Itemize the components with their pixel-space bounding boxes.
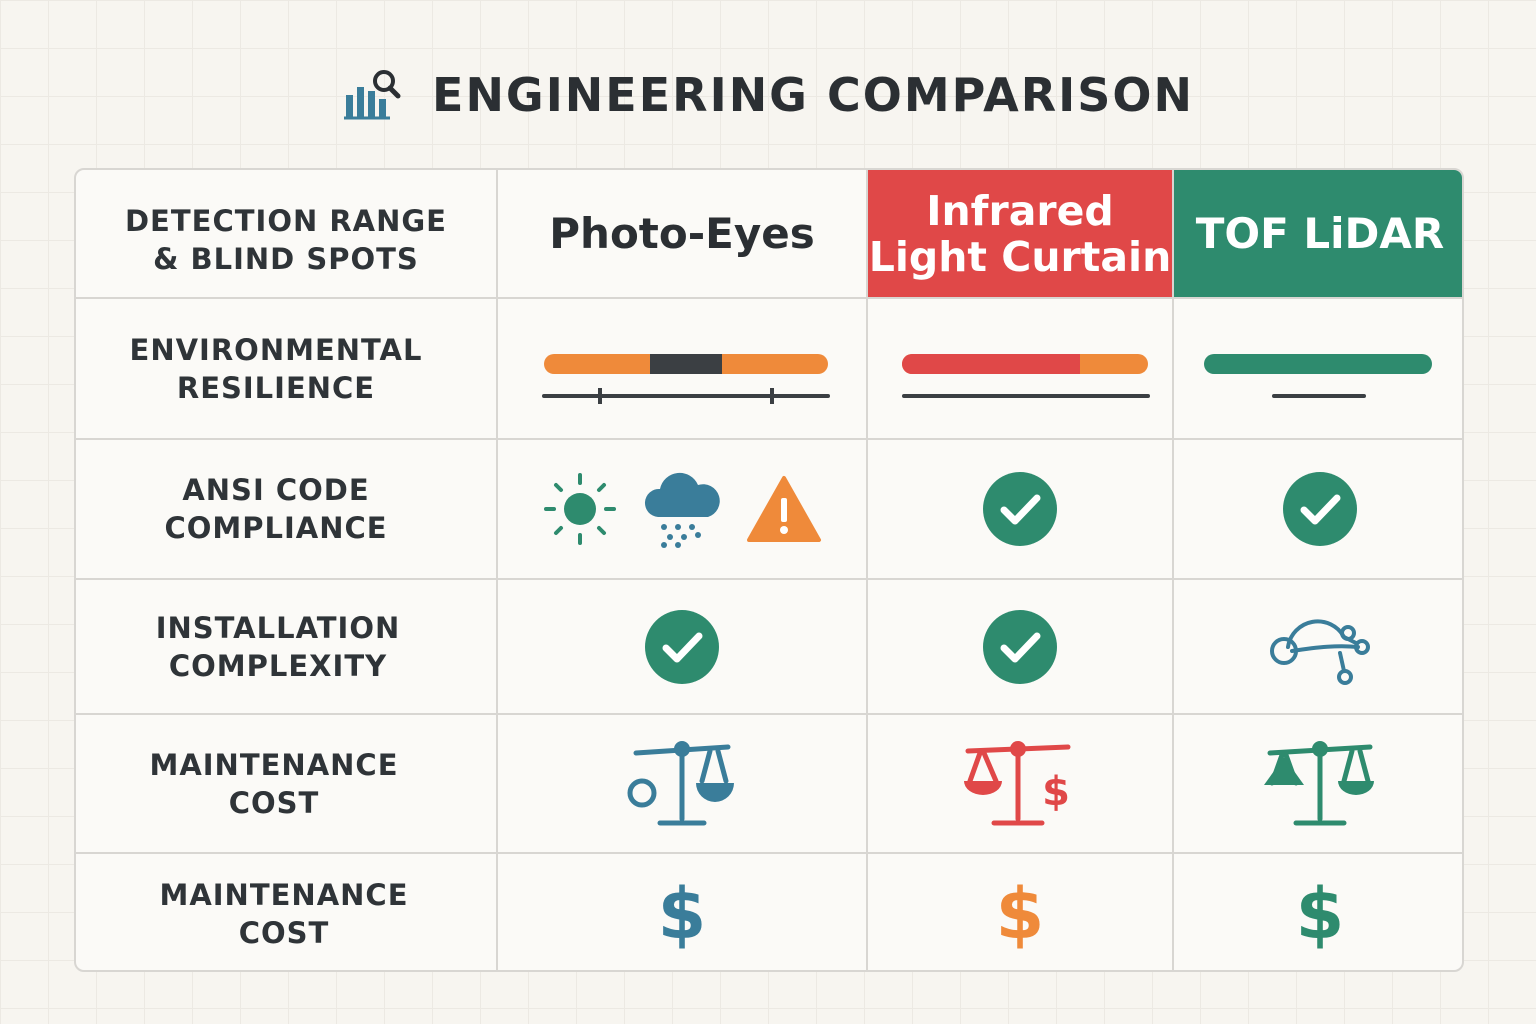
install-tof-lidar bbox=[1174, 580, 1462, 713]
row-divider bbox=[76, 713, 1462, 715]
row-divider bbox=[76, 852, 1462, 854]
sun-icon bbox=[544, 473, 616, 545]
ansi-infrared bbox=[868, 440, 1172, 578]
cost-tof-lidar: $ bbox=[1174, 854, 1462, 970]
row-divider bbox=[76, 297, 1462, 299]
check-circle-icon bbox=[983, 609, 1057, 684]
header-infrared-light-curtain: Infrared Light Curtain bbox=[868, 170, 1172, 298]
range-bar-photo-eyes bbox=[498, 299, 866, 438]
row-divider bbox=[76, 578, 1462, 580]
column-divider bbox=[1172, 170, 1174, 970]
install-photo-eyes bbox=[498, 580, 866, 713]
maintenance-photo-eyes bbox=[498, 715, 866, 852]
check-circle-icon bbox=[645, 609, 719, 684]
column-divider bbox=[866, 170, 868, 970]
ansi-photo-eyes bbox=[498, 440, 866, 578]
comparison-table: Photo-Eyes Infrared Light Curtain TOF Li… bbox=[74, 168, 1464, 972]
network-nodes-icon bbox=[1270, 618, 1370, 685]
dollar-icon: $ bbox=[995, 873, 1045, 955]
install-infrared bbox=[868, 580, 1172, 713]
rain-cloud-icon bbox=[644, 472, 720, 548]
page-title: ENGINEERING COMPARISON bbox=[432, 68, 1194, 122]
bar-chart-magnifier-icon bbox=[344, 70, 401, 120]
cost-photo-eyes: $ bbox=[498, 854, 866, 970]
column-label: Infrared Light Curtain bbox=[868, 187, 1172, 281]
cost-infrared: $ bbox=[868, 854, 1172, 970]
check-circle-icon bbox=[1283, 472, 1357, 546]
row-label-ansi-compliance: ANSI CODE COMPLIANCE bbox=[164, 473, 388, 545]
dollar-icon: $ bbox=[1295, 873, 1345, 955]
row-label-environmental-resilience: ENVIRONMENTAL RESILIENCE bbox=[129, 332, 423, 405]
row-label-installation-complexity: INSTALLATION COMPLEXITY bbox=[155, 610, 401, 683]
column-label: TOF LiDAR bbox=[1195, 209, 1445, 258]
ansi-tof-lidar bbox=[1174, 440, 1462, 578]
balance-scale-icon bbox=[1264, 740, 1374, 825]
header-tof-lidar: TOF LiDAR bbox=[1174, 170, 1462, 298]
column-label: Photo-Eyes bbox=[549, 209, 815, 258]
maintenance-infrared: $ bbox=[868, 715, 1172, 852]
column-divider bbox=[496, 170, 498, 970]
row-label-detection-range: DETECTION RANGE & BLIND SPOTS bbox=[124, 204, 447, 276]
title-bar: ENGINEERING COMPARISON bbox=[0, 62, 1536, 128]
maintenance-tof-lidar bbox=[1174, 715, 1462, 852]
balance-scale-icon bbox=[627, 740, 734, 825]
header-photo-eyes: Photo-Eyes bbox=[498, 170, 866, 298]
row-divider bbox=[76, 438, 1462, 440]
dollar-sign: $ bbox=[1042, 769, 1070, 815]
range-bar-tof-lidar bbox=[1174, 299, 1462, 438]
dollar-icon: $ bbox=[657, 873, 707, 955]
check-circle-icon bbox=[983, 472, 1057, 546]
range-bar-infrared bbox=[868, 299, 1172, 438]
row-label-maintenance-cost: MAINTENANCE COST bbox=[149, 747, 399, 820]
balance-scale-dollar-icon: $ bbox=[964, 740, 1071, 825]
row-label-maintenance-cost-2: MAINTENANCE COST bbox=[159, 878, 409, 950]
warning-icon bbox=[747, 476, 821, 542]
